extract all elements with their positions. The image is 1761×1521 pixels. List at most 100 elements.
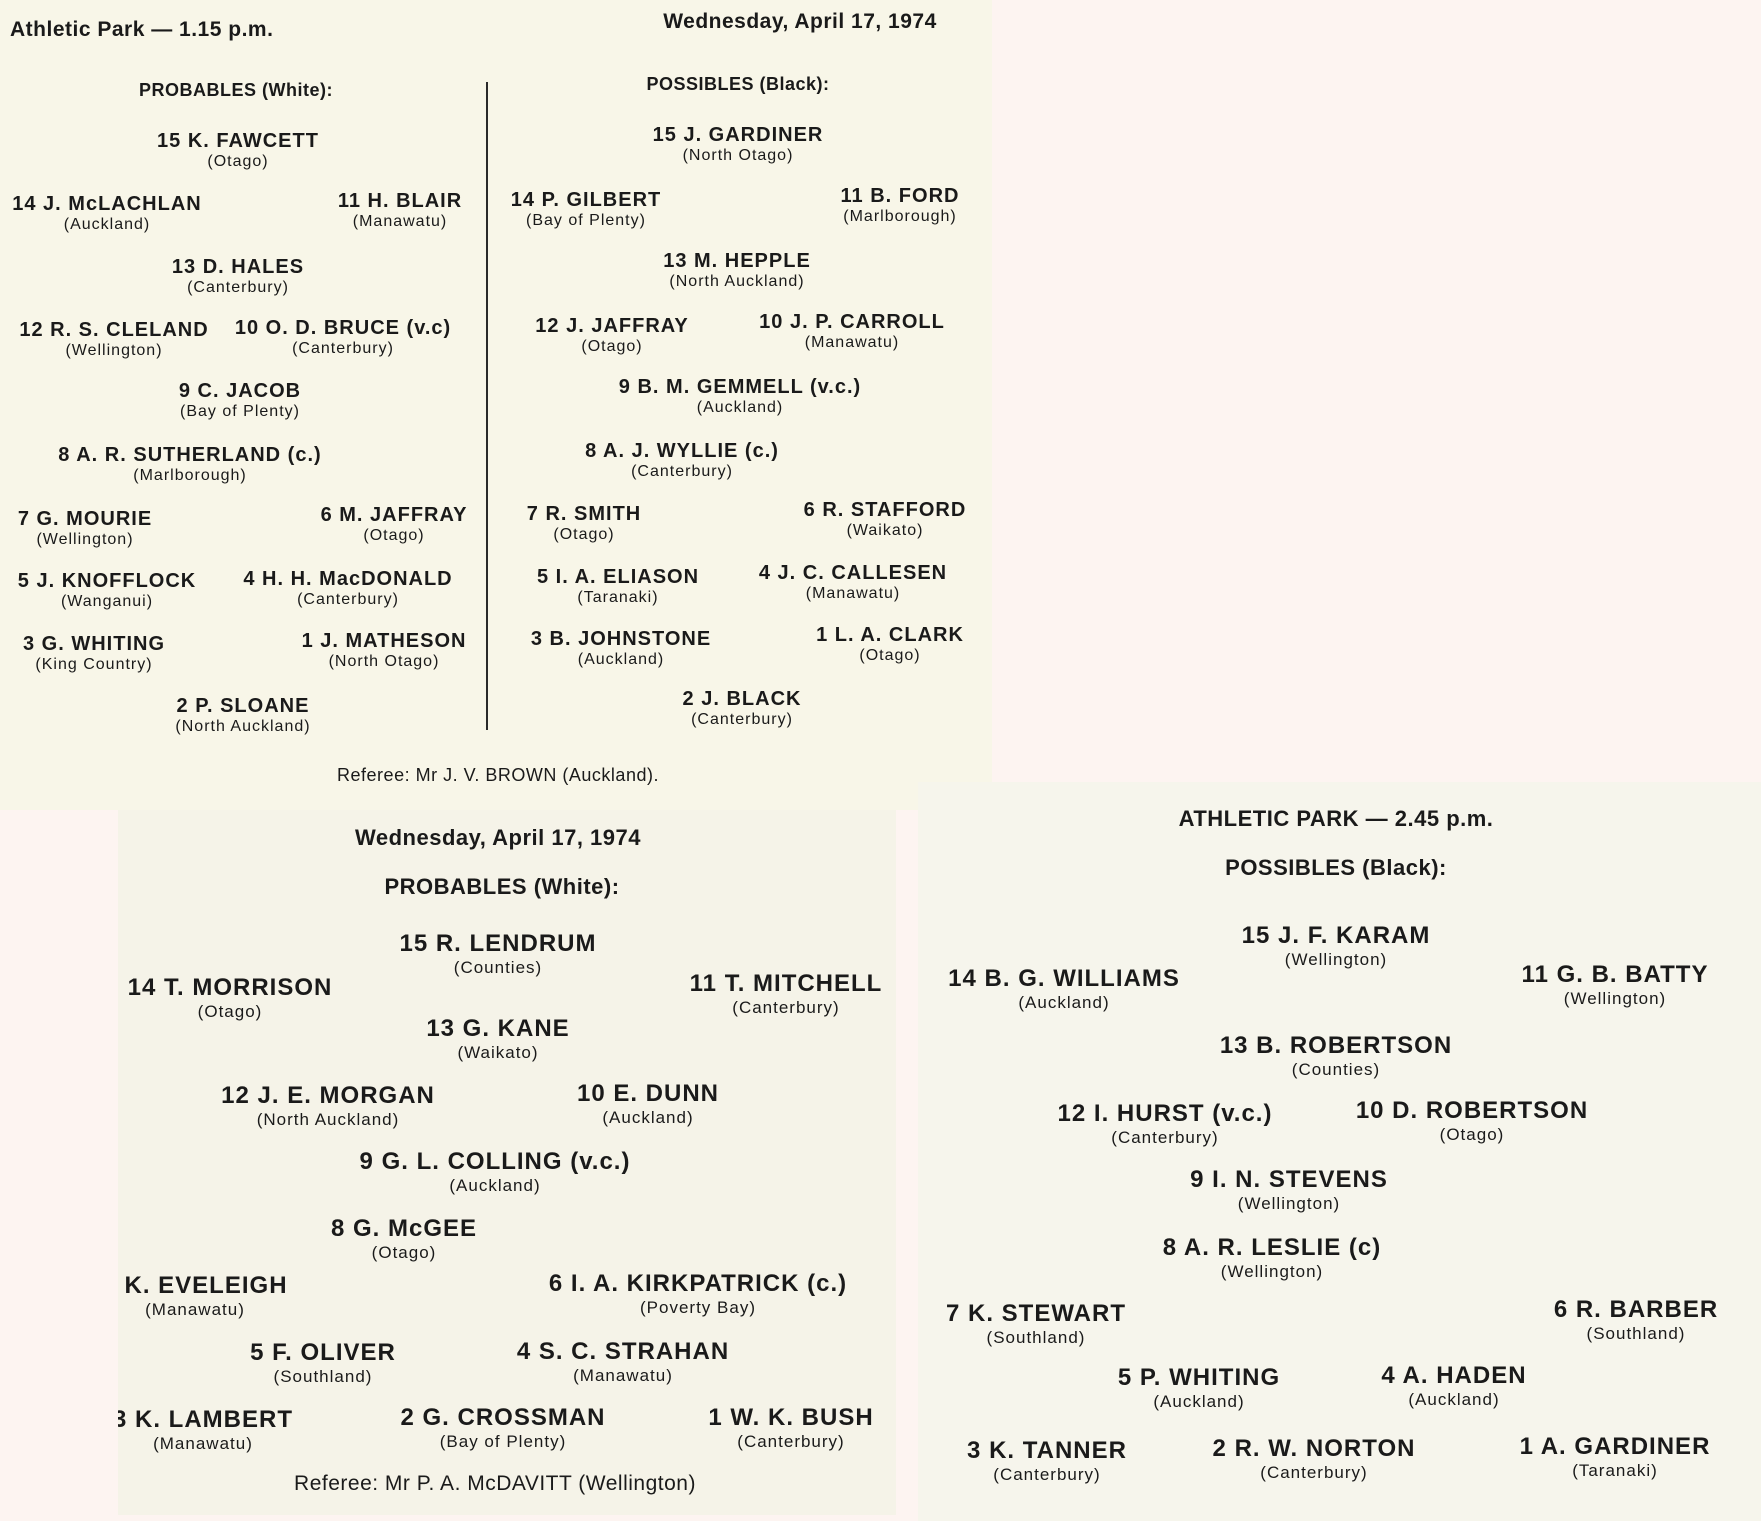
player-entry: 11 T. MITCHELL (Canterbury)	[690, 970, 883, 1018]
player-entry: 12 R. S. CLELAND (Wellington)	[19, 319, 208, 360]
player-name: 7 K. EVELEIGH	[118, 1272, 288, 1299]
referee: Referee: Mr P. A. McDAVITT (Wellington)	[294, 1472, 696, 1495]
player-region: (Otago)	[371, 1243, 437, 1262]
player-region: (Auckland)	[1408, 1390, 1500, 1409]
player-entry: 1 A. GARDINER (Taranaki)	[1520, 1433, 1711, 1481]
player-name: 5 J. KNOFFLOCK	[17, 570, 197, 592]
player-entry: 13 M. HEPPLE (North Auckland)	[663, 250, 811, 291]
player-region: (Otago)	[363, 527, 425, 544]
player-region: (Canterbury)	[631, 463, 733, 480]
player-name: 4 H. H. MacDONALD	[243, 568, 453, 590]
player-region: (Wellington)	[36, 531, 134, 548]
player-region: (North Otago)	[328, 653, 440, 670]
player-region: (King Country)	[35, 656, 153, 673]
player-name: 5 F. OLIVER	[250, 1339, 396, 1366]
player-region: (Wellington)	[1220, 1262, 1324, 1281]
player-region: (Marlborough)	[843, 208, 957, 225]
player-entry: 4 J. C. CALLESEN (Manawatu)	[759, 562, 947, 603]
match-date: Wednesday, April 17, 1974	[663, 10, 937, 33]
player-entry: 11 H. BLAIR (Manawatu)	[338, 190, 462, 231]
player-entry: 1 L. A. CLARK (Otago)	[816, 624, 964, 665]
player-region: (North Otago)	[682, 147, 794, 164]
player-region: (Canterbury)	[691, 711, 793, 728]
player-name: 3 B. JOHNSTONE	[530, 628, 712, 650]
player-region: (Canterbury)	[737, 1432, 845, 1451]
player-entry: 2 G. CROSSMAN (Bay of Plenty)	[400, 1404, 605, 1452]
probables-heading: PROBABLES (White):	[139, 80, 333, 100]
player-region: (Canterbury)	[292, 340, 394, 357]
possibles-heading: POSSIBLES (Black):	[1225, 855, 1447, 880]
player-region: (Canterbury)	[993, 1465, 1101, 1484]
player-name: 14 P. GILBERT	[510, 189, 662, 211]
player-entry: 15 R. LENDRUM (Counties)	[399, 930, 596, 978]
player-region: (Wellington)	[1563, 989, 1667, 1008]
player-entry: 14 P. GILBERT (Bay of Plenty)	[511, 189, 661, 230]
player-region: (Southland)	[273, 1367, 373, 1386]
player-name: 5 P. WHITING	[1117, 1364, 1281, 1391]
player-entry: 5 F. OLIVER (Southland)	[250, 1339, 396, 1387]
player-entry: 13 G. KANE (Waikato)	[426, 1015, 569, 1063]
player-name: 2 R. W. NORTON	[1212, 1435, 1416, 1462]
player-name: 15 K. FAWCETT	[157, 130, 319, 152]
player-name: 12 I. HURST (v.c.)	[1057, 1100, 1273, 1127]
player-region: (Auckland)	[577, 651, 665, 668]
player-name: 10 O. D. BRUCE (v.c)	[234, 317, 452, 339]
player-name: 3 K. TANNER	[967, 1437, 1127, 1464]
player-region: (Bay of Plenty)	[439, 1432, 567, 1451]
player-entry: 9 G. L. COLLING (v.c.) (Auckland)	[360, 1148, 631, 1196]
player-entry: 15 K. FAWCETT (Otago)	[157, 130, 319, 171]
probables-heading: PROBABLES (White):	[384, 874, 620, 899]
player-name: 6 R. STAFFORD	[803, 499, 967, 521]
player-entry: 2 J. BLACK (Canterbury)	[683, 688, 802, 729]
player-name: 12 J. JAFFRAY	[535, 315, 689, 337]
player-name: 8 A. R. SUTHERLAND (c.)	[58, 444, 322, 466]
player-entry: 1 J. MATHESON (North Otago)	[302, 630, 467, 671]
player-region: (Marlborough)	[133, 467, 247, 484]
player-region: (Wellington)	[1284, 950, 1388, 969]
player-entry: 7 R. SMITH (Otago)	[527, 503, 641, 544]
player-region: (Auckland)	[1153, 1392, 1245, 1411]
player-region: (Taranaki)	[1572, 1461, 1658, 1480]
player-name: 4 S. C. STRAHAN	[516, 1338, 730, 1365]
player-region: (Taranaki)	[577, 589, 659, 606]
player-entry: 4 A. HADEN (Auckland)	[1381, 1362, 1526, 1410]
player-name: 7 R. SMITH	[526, 503, 642, 525]
player-entry: 12 J. JAFFRAY (Otago)	[535, 315, 688, 356]
player-entry: 6 R. BARBER (Southland)	[1554, 1296, 1718, 1344]
player-entry: 1 W. K. BUSH (Canterbury)	[708, 1404, 873, 1452]
player-entry: 8 A. R. SUTHERLAND (c.) (Marlborough)	[58, 444, 321, 485]
player-entry: 9 B. M. GEMMELL (v.c.) (Auckland)	[619, 376, 861, 417]
player-region: (Wanganui)	[60, 593, 154, 610]
player-entry: 15 J. F. KARAM (Wellington)	[1242, 922, 1431, 970]
player-entry: 11 B. FORD (Marlborough)	[841, 185, 960, 226]
player-region: (Otago)	[859, 647, 921, 664]
player-region: (Canterbury)	[187, 279, 289, 296]
player-region: (Wellington)	[65, 342, 163, 359]
player-entry: 12 J. E. MORGAN (North Auckland)	[221, 1082, 435, 1130]
player-region: (Otago)	[553, 526, 615, 543]
match-panel-3: ATHLETIC PARK — 2.45 p.m. POSSIBLES (Bla…	[918, 782, 1761, 1521]
player-name: 7 G. MOURIE	[17, 508, 153, 530]
player-entry: 12 I. HURST (v.c.) (Canterbury)	[1058, 1100, 1273, 1148]
player-region: (Canterbury)	[297, 591, 399, 608]
player-region: (Poverty Bay)	[640, 1298, 756, 1317]
player-name: 2 P. SLOANE	[176, 695, 310, 717]
player-name: 9 B. M. GEMMELL (v.c.)	[618, 376, 862, 398]
player-entry: 11 G. B. BATTY (Wellington)	[1522, 961, 1709, 1009]
player-region: (Auckland)	[602, 1108, 694, 1127]
player-name: 8 A. R. LESLIE (c)	[1162, 1234, 1382, 1261]
player-name: 11 G. B. BATTY	[1521, 961, 1709, 988]
player-name: 14 J. McLACHLAN	[12, 193, 202, 215]
match-panel-1: Athletic Park — 1.15 p.m. Wednesday, Apr…	[0, 0, 992, 810]
player-entry: 8 A. R. LESLIE (c) (Wellington)	[1163, 1234, 1381, 1282]
player-entry: 8 A. J. WYLLIE (c.) (Canterbury)	[585, 440, 779, 481]
player-name: 10 D. ROBERTSON	[1355, 1097, 1589, 1124]
player-entry: 5 J. KNOFFLOCK (Wanganui)	[18, 570, 196, 611]
player-name: 11 B. FORD	[840, 185, 960, 207]
player-region: (Canterbury)	[732, 998, 840, 1017]
player-name: 13 G. KANE	[426, 1015, 570, 1042]
player-entry: 5 P. WHITING (Auckland)	[1118, 1364, 1280, 1412]
player-region: (Otago)	[581, 338, 643, 355]
player-name: 7 K. STEWART	[945, 1300, 1127, 1327]
player-name: 9 C. JACOB	[178, 380, 302, 402]
